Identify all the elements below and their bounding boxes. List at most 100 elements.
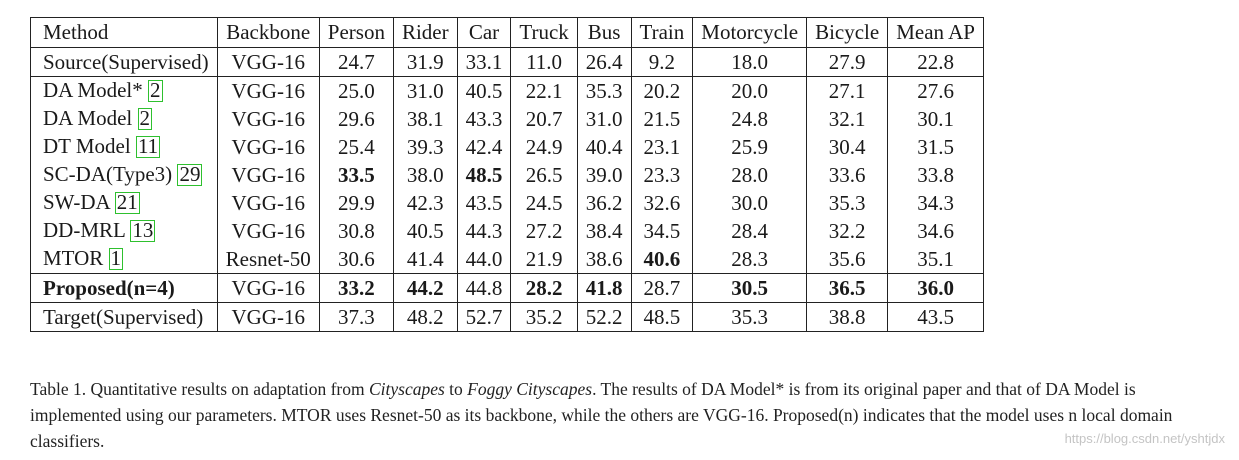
method-cell: Source(Supervised) xyxy=(30,47,218,77)
caption-dataset-source: Cityscapes xyxy=(368,378,445,399)
column-header: Backbone xyxy=(216,17,320,48)
value-cell: 23.3 xyxy=(630,161,694,189)
backbone-cell: VGG-16 xyxy=(216,47,320,77)
value-cell: 48.5 xyxy=(630,302,694,332)
value-cell: 42.4 xyxy=(456,133,512,161)
value-cell: 44.8 xyxy=(456,273,512,303)
column-header: Motorcycle xyxy=(692,17,808,48)
method-name: DT Model xyxy=(43,134,131,159)
value-cell: 28.0 xyxy=(692,161,808,189)
value-cell: 33.8 xyxy=(887,161,984,189)
method-name: SW-DA xyxy=(43,190,110,215)
backbone-cell: VGG-16 xyxy=(216,302,320,332)
value-cell: 30.0 xyxy=(692,189,808,217)
value-cell: 24.5 xyxy=(510,189,578,217)
method-cell: SC-DA(Type3) 29 xyxy=(30,161,218,189)
value-cell: 34.5 xyxy=(630,217,694,245)
value-cell: 24.9 xyxy=(510,133,578,161)
value-cell: 28.2 xyxy=(510,273,578,303)
caption-dataset-target: Foggy Cityscapes xyxy=(467,378,593,399)
column-header: Car xyxy=(456,17,512,48)
value-cell: 30.1 xyxy=(887,105,984,133)
column-header: Person xyxy=(318,17,394,48)
value-cell: 32.6 xyxy=(630,189,694,217)
value-cell: 38.8 xyxy=(806,302,889,332)
value-cell: 40.6 xyxy=(630,245,694,274)
value-cell: 11.0 xyxy=(510,47,578,77)
value-cell: 28.7 xyxy=(630,273,694,303)
value-cell: 44.3 xyxy=(456,217,512,245)
value-cell: 21.9 xyxy=(510,245,578,274)
value-cell: 28.4 xyxy=(692,217,808,245)
value-cell: 52.7 xyxy=(456,302,512,332)
table-row: SW-DA 21 VGG-16 29.9 42.3 43.5 24.5 36.2 32.6 30… xyxy=(30,189,984,217)
column-header: Mean AP xyxy=(887,17,984,48)
method-name: Proposed(n=4) xyxy=(43,275,175,300)
value-cell: 44.2 xyxy=(392,273,458,303)
value-cell: 27.9 xyxy=(806,47,889,77)
value-cell: 32.1 xyxy=(806,105,889,133)
citation-link[interactable]: 2 xyxy=(137,106,152,131)
value-cell: 35.2 xyxy=(510,302,578,332)
value-cell: 25.0 xyxy=(318,76,394,105)
backbone-cell: VGG-16 xyxy=(216,273,320,303)
value-cell: 27.6 xyxy=(887,76,984,105)
method-name: Source(Supervised) xyxy=(43,49,209,74)
backbone-cell: VGG-16 xyxy=(216,105,320,133)
value-cell: 43.5 xyxy=(456,189,512,217)
results-table: Method Backbone Person Rider Car Truck B… xyxy=(30,17,984,332)
value-cell: 40.5 xyxy=(392,217,458,245)
value-cell: 31.5 xyxy=(887,133,984,161)
value-cell: 38.6 xyxy=(576,245,632,274)
citation-link[interactable]: 13 xyxy=(130,218,156,243)
value-cell: 38.1 xyxy=(392,105,458,133)
citation-link[interactable]: 29 xyxy=(177,162,203,187)
citation-link[interactable]: 2 xyxy=(148,78,163,103)
citation-link[interactable]: 11 xyxy=(135,134,161,159)
value-cell: 29.6 xyxy=(318,105,394,133)
value-cell: 43.3 xyxy=(456,105,512,133)
value-cell: 42.3 xyxy=(392,189,458,217)
value-cell: 22.1 xyxy=(510,76,578,105)
value-cell: 31.9 xyxy=(392,47,458,77)
method-cell: DA Model* 2 xyxy=(30,76,218,105)
value-cell: 33.2 xyxy=(318,273,394,303)
table-row: DD-MRL 13 VGG-16 30.8 40.5 44.3 27.2 38.4 34.5 2… xyxy=(30,217,984,245)
table-row: DA Model 2 VGG-16 29.6 38.1 43.3 20.7 31.0 21.5… xyxy=(30,105,984,133)
value-cell: 24.7 xyxy=(318,47,394,77)
value-cell: 31.0 xyxy=(392,76,458,105)
method-cell: DT Model 11 xyxy=(30,133,218,161)
value-cell: 48.2 xyxy=(392,302,458,332)
table-row: DA Model* 2 VGG-16 25.0 31.0 40.5 22.1 35.3 20.… xyxy=(30,76,984,105)
citation-link[interactable]: 1 xyxy=(108,246,124,271)
citation-link[interactable]: 21 xyxy=(114,190,140,215)
value-cell: 52.2 xyxy=(576,302,632,332)
value-cell: 38.4 xyxy=(576,217,632,245)
value-cell: 35.1 xyxy=(887,245,984,274)
value-cell: 30.8 xyxy=(318,217,394,245)
value-cell: 26.4 xyxy=(576,47,632,77)
value-cell: 40.5 xyxy=(456,76,512,105)
method-cell: DA Model 2 xyxy=(30,105,218,133)
value-cell: 23.1 xyxy=(630,133,694,161)
value-cell: 33.5 xyxy=(318,161,394,189)
value-cell: 31.0 xyxy=(576,105,632,133)
value-cell: 43.5 xyxy=(887,302,984,332)
value-cell: 37.3 xyxy=(318,302,394,332)
method-name: SC-DA(Type3) xyxy=(43,162,173,187)
value-cell: 22.8 xyxy=(887,47,984,77)
column-header: Bicycle xyxy=(806,17,889,48)
backbone-cell: Resnet-50 xyxy=(216,245,320,274)
value-cell: 24.8 xyxy=(692,105,808,133)
method-name: DA Model* xyxy=(43,78,143,103)
value-cell: 36.0 xyxy=(887,273,984,303)
table-row: Source(Supervised) VGG-16 24.7 31.9 33.1 11.0… xyxy=(30,47,984,77)
column-header: Bus xyxy=(576,17,632,48)
method-name: Target(Supervised) xyxy=(43,304,204,329)
caption-text: . The results of DA Model* is from its o… xyxy=(30,378,1173,451)
method-cell: Proposed(n=4) xyxy=(30,273,218,303)
value-cell: 38.0 xyxy=(392,161,458,189)
caption-text: Table 1. Quantitative results on adaptat… xyxy=(30,378,369,399)
value-cell: 33.1 xyxy=(456,47,512,77)
watermark: https://blog.csdn.net/yshtjdx xyxy=(1064,431,1225,446)
